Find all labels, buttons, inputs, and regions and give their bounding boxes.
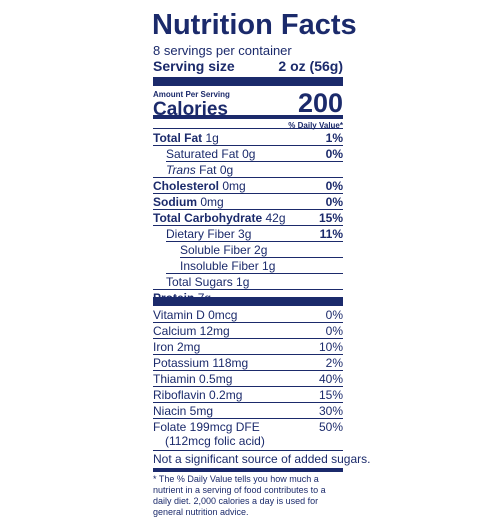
thick-divider (153, 297, 343, 306)
divider (153, 193, 343, 194)
riboflavin-dv: 15% (318, 388, 343, 402)
cholesterol-row: Cholesterol 0mg (153, 179, 246, 193)
nutrient-name: Cholesterol (153, 179, 220, 193)
added-sugars-note: Not a significant source of added sugars… (153, 452, 371, 466)
sodium-row: Sodium 0mg (153, 195, 224, 209)
nutrient-name: Saturated Fat (166, 147, 239, 161)
nutrient-amount: 1g (205, 131, 219, 145)
sodium-dv: 0% (325, 195, 343, 209)
riboflavin-label: Riboflavin 0.2mg (153, 388, 243, 402)
divider (153, 338, 343, 339)
nutrient-amount: 42g (265, 211, 286, 225)
thiamin-dv: 40% (318, 372, 343, 386)
total-sugars-label: Total Sugars 1g (166, 275, 250, 289)
total-fat-dv: 1% (325, 131, 343, 145)
thiamin-label: Thiamin 0.5mg (153, 372, 233, 386)
divider (153, 370, 343, 371)
total-carbohydrate-dv: 15% (318, 211, 343, 225)
trans-fat-row: Trans Fat 0g (166, 163, 233, 177)
nutrient-amount: 0mg (222, 179, 246, 193)
nutrient-amount: 0mg (200, 195, 224, 209)
divider (153, 354, 343, 355)
serving-size-value: 2 oz (56g) (278, 58, 343, 74)
panel-title: Nutrition Facts (152, 9, 357, 41)
divider (166, 161, 343, 162)
medium-divider (153, 468, 343, 472)
calcium-dv: 0% (325, 324, 343, 338)
niacin-dv: 30% (318, 404, 343, 418)
potassium-label: Potassium 118mg (153, 356, 249, 370)
saturated-fat-row: Saturated Fat 0g (166, 147, 255, 161)
dietary-fiber-dv: 11% (319, 227, 343, 241)
folate-label: Folate 199mcg DFE (153, 420, 260, 434)
divider (180, 257, 343, 258)
calories-label: Calories (153, 99, 228, 120)
divider (153, 128, 343, 129)
niacin-label: Niacin 5mg (153, 404, 214, 418)
nutrient-name: Trans (166, 163, 196, 177)
serving-size-label: Serving size (153, 58, 235, 74)
insoluble-fiber-label: Insoluble Fiber 1g (180, 259, 276, 273)
dietary-fiber-label: Dietary Fiber 3g (166, 227, 252, 241)
daily-value-footnote: * The % Daily Value tells you how much a… (153, 474, 326, 517)
saturated-fat-dv: 0% (325, 147, 343, 161)
divider (166, 241, 343, 242)
divider (153, 418, 343, 419)
folate-dv: 50% (318, 420, 343, 434)
divider (153, 177, 343, 178)
vitamin-d-label: Vitamin D 0mcg (153, 308, 238, 322)
nutrient-amount: 0g (242, 147, 256, 161)
divider (153, 322, 343, 323)
divider (153, 209, 343, 210)
medium-divider (153, 115, 343, 119)
divider (153, 402, 343, 403)
nutrient-amount: Fat 0g (199, 163, 234, 177)
amount-per-serving: Amount Per Serving (153, 90, 230, 99)
vitamin-d-dv: 0% (325, 308, 343, 322)
iron-dv: 10% (318, 340, 343, 354)
divider (166, 273, 343, 274)
nutrient-name: Total Carbohydrate (153, 211, 263, 225)
iron-label: Iron 2mg (153, 340, 201, 354)
divider (153, 289, 343, 290)
soluble-fiber-label: Soluble Fiber 2g (180, 243, 268, 257)
divider (153, 450, 343, 451)
total-carbohydrate-row: Total Carbohydrate 42g (153, 211, 286, 225)
divider (153, 386, 343, 387)
total-fat-row: Total Fat 1g (153, 131, 219, 145)
nutrient-name: Sodium (153, 195, 197, 209)
servings-per-container: 8 servings per container (153, 43, 292, 58)
calories-value: 200 (297, 88, 343, 118)
thick-divider (153, 77, 343, 86)
potassium-dv: 2% (325, 356, 343, 370)
divider (153, 225, 343, 226)
divider (153, 145, 343, 146)
daily-value-header: % Daily Value* (288, 121, 343, 130)
nutrient-name: Total Fat (153, 131, 203, 145)
folic-acid-note: (112mcg folic acid) (165, 434, 265, 448)
calcium-label: Calcium 12mg (153, 324, 230, 338)
cholesterol-dv: 0% (325, 179, 343, 193)
